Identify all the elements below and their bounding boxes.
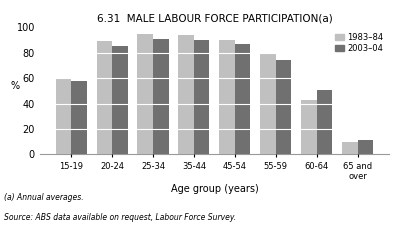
Bar — [178, 35, 194, 154]
Bar — [112, 46, 127, 154]
Bar — [153, 39, 169, 154]
Bar — [260, 54, 276, 154]
Bar — [219, 40, 235, 154]
Y-axis label: %: % — [10, 81, 19, 91]
Bar — [235, 44, 251, 154]
Text: Source: ABS data available on request, Labour Force Survey.: Source: ABS data available on request, L… — [4, 213, 236, 222]
X-axis label: Age group (years): Age group (years) — [170, 184, 258, 194]
Bar — [137, 34, 153, 154]
Text: (a) Annual averages.: (a) Annual averages. — [4, 193, 84, 202]
Bar — [342, 142, 358, 154]
Bar — [317, 89, 332, 154]
Bar — [96, 41, 112, 154]
Title: 6.31  MALE LABOUR FORCE PARTICIPATION(a): 6.31 MALE LABOUR FORCE PARTICIPATION(a) — [96, 14, 332, 24]
Bar — [194, 40, 210, 154]
Legend: 1983–84, 2003–04: 1983–84, 2003–04 — [334, 31, 385, 54]
Bar — [71, 81, 87, 154]
Bar — [301, 100, 317, 154]
Bar — [276, 60, 291, 154]
Bar — [56, 78, 71, 154]
Bar — [358, 140, 373, 154]
